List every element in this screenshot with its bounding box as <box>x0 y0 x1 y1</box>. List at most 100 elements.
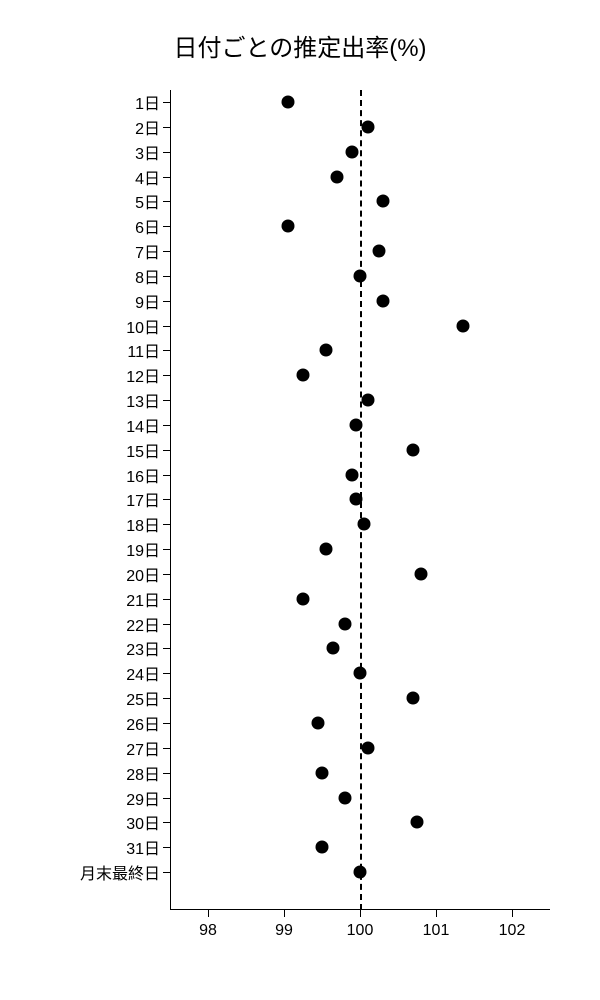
x-axis-label: 98 <box>199 922 217 940</box>
x-tick <box>208 910 209 917</box>
x-tick <box>436 910 437 917</box>
y-tick <box>163 201 170 202</box>
data-point <box>338 617 351 630</box>
data-point <box>281 96 294 109</box>
y-axis-label: 12日 <box>126 363 160 387</box>
y-axis-label: 21日 <box>126 587 160 611</box>
data-point <box>354 667 367 680</box>
data-point <box>376 294 389 307</box>
data-point <box>361 120 374 133</box>
y-axis-label: 20日 <box>126 562 160 586</box>
data-point <box>331 170 344 183</box>
data-point <box>338 791 351 804</box>
data-point <box>373 245 386 258</box>
y-tick <box>163 698 170 699</box>
y-axis-label: 1日 <box>135 90 160 114</box>
plot-area: 1日2日3日4日5日6日7日8日9日10日11日12日13日14日15日16日1… <box>170 90 550 910</box>
y-tick <box>163 847 170 848</box>
y-tick <box>163 450 170 451</box>
data-point <box>346 468 359 481</box>
x-axis-label: 99 <box>275 922 293 940</box>
y-axis-label: 14日 <box>126 413 160 437</box>
data-point <box>354 866 367 879</box>
x-tick <box>360 910 361 917</box>
chart-page: 日付ごとの推定出率(%) 1日2日3日4日5日6日7日8日9日10日11日12日… <box>0 0 600 1000</box>
y-tick <box>163 251 170 252</box>
y-tick <box>163 400 170 401</box>
y-axis-label: 18日 <box>126 512 160 536</box>
y-axis-label: 月末最終日 <box>80 860 160 884</box>
y-tick <box>163 102 170 103</box>
data-point <box>281 220 294 233</box>
x-tick <box>512 910 513 917</box>
data-point <box>316 841 329 854</box>
y-tick <box>163 226 170 227</box>
y-tick <box>163 648 170 649</box>
data-point <box>312 717 325 730</box>
data-point <box>327 642 340 655</box>
y-tick <box>163 425 170 426</box>
y-tick <box>163 723 170 724</box>
y-axis-label: 28日 <box>126 761 160 785</box>
y-axis-label: 5日 <box>135 189 160 213</box>
data-point <box>411 816 424 829</box>
data-point <box>346 145 359 158</box>
y-tick <box>163 673 170 674</box>
data-point <box>350 418 363 431</box>
data-point <box>414 567 427 580</box>
data-point <box>376 195 389 208</box>
y-tick <box>163 798 170 799</box>
y-tick <box>163 276 170 277</box>
y-tick <box>163 475 170 476</box>
data-point <box>361 741 374 754</box>
y-axis-label: 3日 <box>135 140 160 164</box>
y-axis-label: 22日 <box>126 612 160 636</box>
y-axis-label: 19日 <box>126 537 160 561</box>
y-axis-label: 4日 <box>135 165 160 189</box>
data-point <box>456 319 469 332</box>
data-point <box>354 269 367 282</box>
y-tick <box>163 152 170 153</box>
x-axis-label: 101 <box>423 922 450 940</box>
y-axis-label: 30日 <box>126 810 160 834</box>
data-point <box>319 543 332 556</box>
y-axis-label: 25日 <box>126 686 160 710</box>
y-tick <box>163 350 170 351</box>
y-axis-label: 23日 <box>126 636 160 660</box>
y-tick <box>163 822 170 823</box>
y-axis-label: 2日 <box>135 115 160 139</box>
x-axis-label: 100 <box>347 922 374 940</box>
data-point <box>361 394 374 407</box>
data-point <box>350 493 363 506</box>
y-tick <box>163 524 170 525</box>
y-tick <box>163 499 170 500</box>
y-axis-label: 7日 <box>135 239 160 263</box>
chart-title: 日付ごとの推定出率(%) <box>0 28 600 63</box>
data-point <box>319 344 332 357</box>
y-tick <box>163 301 170 302</box>
x-tick <box>284 910 285 917</box>
y-axis-label: 13日 <box>126 388 160 412</box>
y-tick <box>163 872 170 873</box>
y-tick <box>163 624 170 625</box>
y-tick <box>163 549 170 550</box>
y-tick <box>163 599 170 600</box>
y-axis-label: 29日 <box>126 786 160 810</box>
y-tick <box>163 748 170 749</box>
y-tick <box>163 326 170 327</box>
y-axis-label: 17日 <box>126 487 160 511</box>
data-point <box>297 369 310 382</box>
data-point <box>316 766 329 779</box>
y-axis-label: 24日 <box>126 661 160 685</box>
y-axis-label: 11日 <box>127 338 160 362</box>
y-axis-label: 16日 <box>126 463 160 487</box>
y-axis-label: 9日 <box>135 289 160 313</box>
data-point <box>297 592 310 605</box>
x-axis-label: 102 <box>499 922 526 940</box>
data-point <box>407 692 420 705</box>
y-axis-label: 15日 <box>126 438 160 462</box>
y-tick <box>163 375 170 376</box>
y-tick <box>163 177 170 178</box>
y-tick <box>163 574 170 575</box>
y-axis-label: 27日 <box>126 736 160 760</box>
